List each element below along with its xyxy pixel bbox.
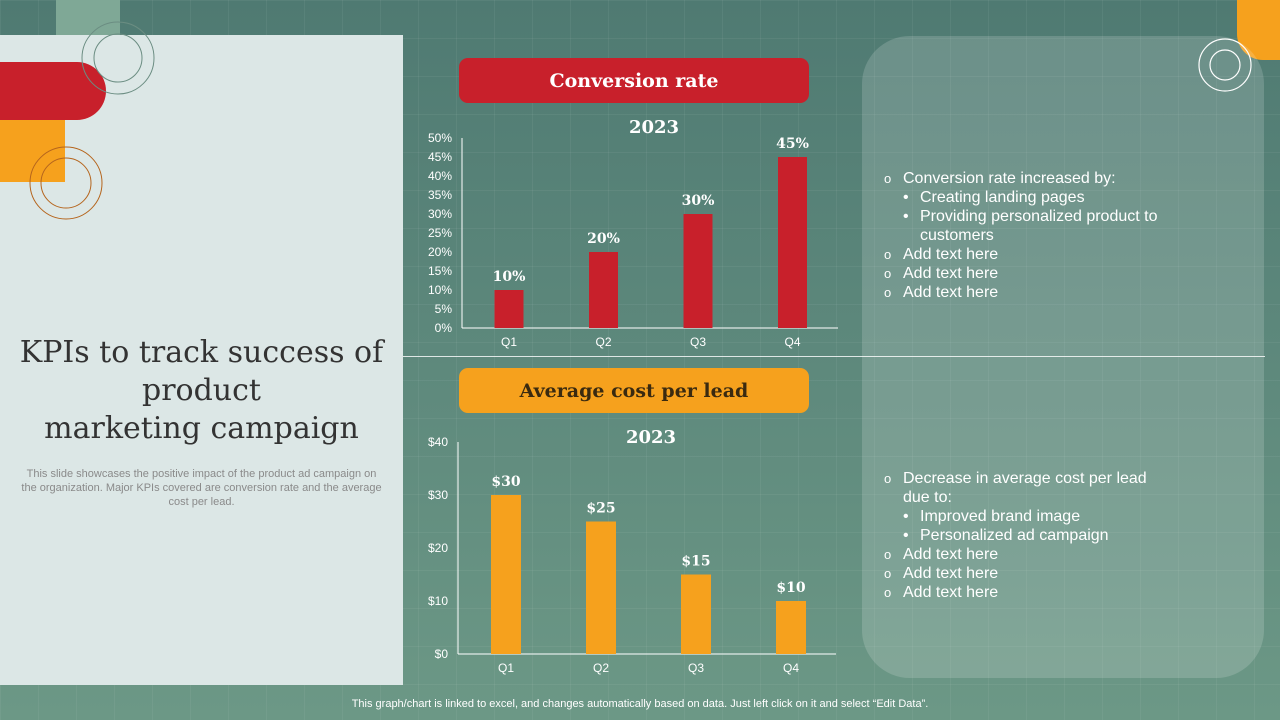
chart-title-conversion: Conversion rate <box>459 58 809 103</box>
y-tick-label: 15% <box>428 264 452 278</box>
bar <box>776 601 806 654</box>
y-tick-label: 20% <box>428 245 452 259</box>
bar-value-label: 30% <box>682 193 715 209</box>
note-item: Add text here <box>884 583 1154 602</box>
bar-value-label: $25 <box>586 501 615 517</box>
x-tick-label: Q2 <box>595 335 611 349</box>
note-item: Add text here <box>884 564 1154 583</box>
y-tick-label: 45% <box>428 150 452 164</box>
note-item: Add text here <box>884 545 1154 564</box>
bar-value-label: 10% <box>493 269 526 285</box>
note-sub-item: Creating landing pages <box>884 188 1184 207</box>
y-tick-label: $10 <box>428 594 448 608</box>
notes-conversion: Conversion rate increased by: Creating l… <box>884 169 1184 302</box>
y-tick-label: 5% <box>435 302 453 316</box>
note-item: Add text here <box>884 245 1184 264</box>
footer-note: This graph/chart is linked to excel, and… <box>351 698 929 710</box>
note-sub-item: Improved brand image <box>884 507 1154 526</box>
bar <box>683 214 713 328</box>
y-tick-label: $30 <box>428 488 448 502</box>
title-line-2: product <box>142 373 261 408</box>
y-tick-label: 40% <box>428 169 452 183</box>
bar <box>494 290 524 328</box>
bar-value-label: 45% <box>776 136 809 152</box>
deco-orange-corner <box>1237 0 1280 60</box>
deco-red-pill <box>0 62 106 120</box>
note-sub-item: Providing personalized product to custom… <box>884 207 1184 245</box>
section-divider <box>403 356 1265 357</box>
x-tick-label: Q3 <box>688 661 704 675</box>
x-tick-label: Q2 <box>593 661 609 675</box>
bar <box>681 574 711 654</box>
note-item: Add text here <box>884 264 1184 283</box>
notes-cost-per-lead: Decrease in average cost per lead due to… <box>884 469 1154 602</box>
x-tick-label: Q1 <box>498 661 514 675</box>
y-tick-label: 0% <box>435 321 453 335</box>
bar <box>586 521 616 654</box>
title-line-3: marketing campaign <box>44 411 359 446</box>
left-panel <box>0 35 403 685</box>
bar-value-label: $10 <box>776 580 805 596</box>
bar <box>491 495 521 654</box>
page-title: KPIs to track success of product marketi… <box>0 334 403 448</box>
note-heading: Conversion rate increased by: <box>884 169 1184 188</box>
x-tick-label: Q3 <box>690 335 706 349</box>
bar <box>589 252 618 328</box>
note-sub-item: Personalized ad campaign <box>884 526 1154 545</box>
y-tick-label: 35% <box>428 188 452 202</box>
bar-value-label: $30 <box>491 474 520 490</box>
bar <box>778 157 807 328</box>
deco-circles-left <box>29 146 103 220</box>
x-tick-label: Q4 <box>783 661 799 675</box>
chart-year-label: 2023 <box>626 427 676 448</box>
note-heading: Decrease in average cost per lead due to… <box>884 469 1154 507</box>
note-item: Add text here <box>884 283 1184 302</box>
deco-circles-top-left <box>81 21 155 95</box>
y-tick-label: 10% <box>428 283 452 297</box>
chart-title-cost-per-lead: Average cost per lead <box>459 368 809 413</box>
y-tick-label: $40 <box>428 435 448 449</box>
title-line-1: KPIs to track success of <box>19 335 384 370</box>
page-subtitle: This slide showcases the positive impact… <box>21 468 382 508</box>
x-tick-label: Q4 <box>784 335 800 349</box>
y-tick-label: 25% <box>428 226 452 240</box>
x-tick-label: Q1 <box>501 335 517 349</box>
deco-orange-square <box>0 120 65 182</box>
deco-circles-top-right <box>1198 38 1252 92</box>
y-tick-label: 30% <box>428 207 452 221</box>
y-tick-label: $0 <box>435 647 449 661</box>
bar-value-label: 20% <box>587 231 620 247</box>
bar-value-label: $15 <box>681 554 710 570</box>
y-tick-label: $20 <box>428 541 448 555</box>
chart-year-label: 2023 <box>629 117 679 138</box>
y-tick-label: 50% <box>428 131 452 145</box>
